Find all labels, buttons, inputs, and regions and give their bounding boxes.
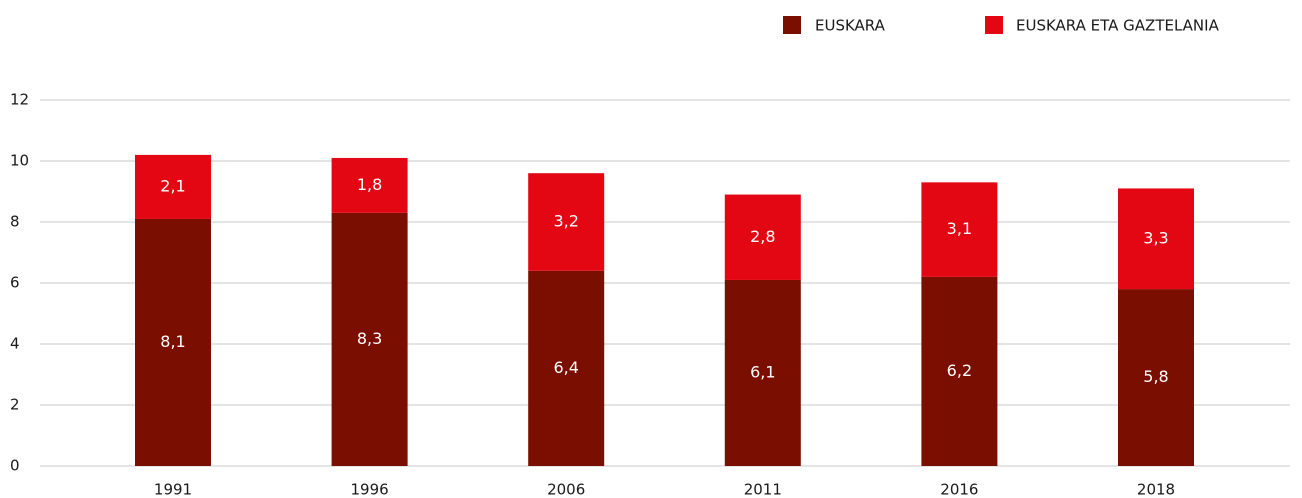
y-tick-label: 4 — [10, 335, 20, 353]
y-tick-label: 10 — [10, 152, 29, 170]
x-tick-label: 2016 — [940, 481, 978, 498]
data-label: 2,8 — [750, 227, 775, 246]
bar-segment — [528, 173, 605, 271]
data-label: 2,1 — [160, 176, 185, 195]
y-tick-label: 2 — [10, 396, 20, 414]
y-tick-label: 8 — [10, 213, 20, 231]
x-tick-label: 2006 — [547, 481, 585, 498]
y-tick-label: 6 — [10, 274, 20, 292]
x-tick-label: 2011 — [744, 481, 782, 498]
data-label: 8,1 — [160, 332, 185, 351]
data-label: 3,1 — [947, 219, 972, 238]
legend-label: EUSKARA — [815, 17, 886, 35]
y-tick-label: 12 — [10, 91, 29, 109]
data-label: 3,3 — [1143, 228, 1168, 247]
bar-segment — [921, 182, 998, 277]
bar-segment — [528, 270, 605, 466]
bar-segment — [1118, 188, 1194, 290]
bar-segment — [724, 194, 801, 280]
legend-swatch — [783, 16, 801, 34]
x-tick-label: 2018 — [1137, 481, 1175, 498]
data-label: 1,8 — [357, 175, 382, 194]
legend-label: EUSKARA ETA GAZTELANIA — [1016, 17, 1220, 35]
bar-segment — [135, 154, 211, 219]
bar-segment — [724, 279, 801, 466]
data-label: 8,3 — [357, 329, 382, 348]
y-tick-label: 0 — [10, 457, 20, 475]
bar-segment — [331, 212, 408, 466]
data-label: 6,2 — [947, 361, 972, 380]
data-label: 6,1 — [750, 362, 775, 381]
bar-segment — [1118, 289, 1194, 466]
bar-segment — [331, 157, 408, 213]
bar-segment — [921, 276, 998, 466]
x-tick-label: 1991 — [154, 481, 192, 498]
data-label: 6,4 — [553, 358, 578, 377]
legend-swatch — [985, 16, 1003, 34]
data-label: 5,8 — [1143, 367, 1168, 386]
bar-segment — [135, 218, 211, 466]
data-label: 3,2 — [553, 212, 578, 231]
x-tick-label: 1996 — [351, 481, 389, 498]
